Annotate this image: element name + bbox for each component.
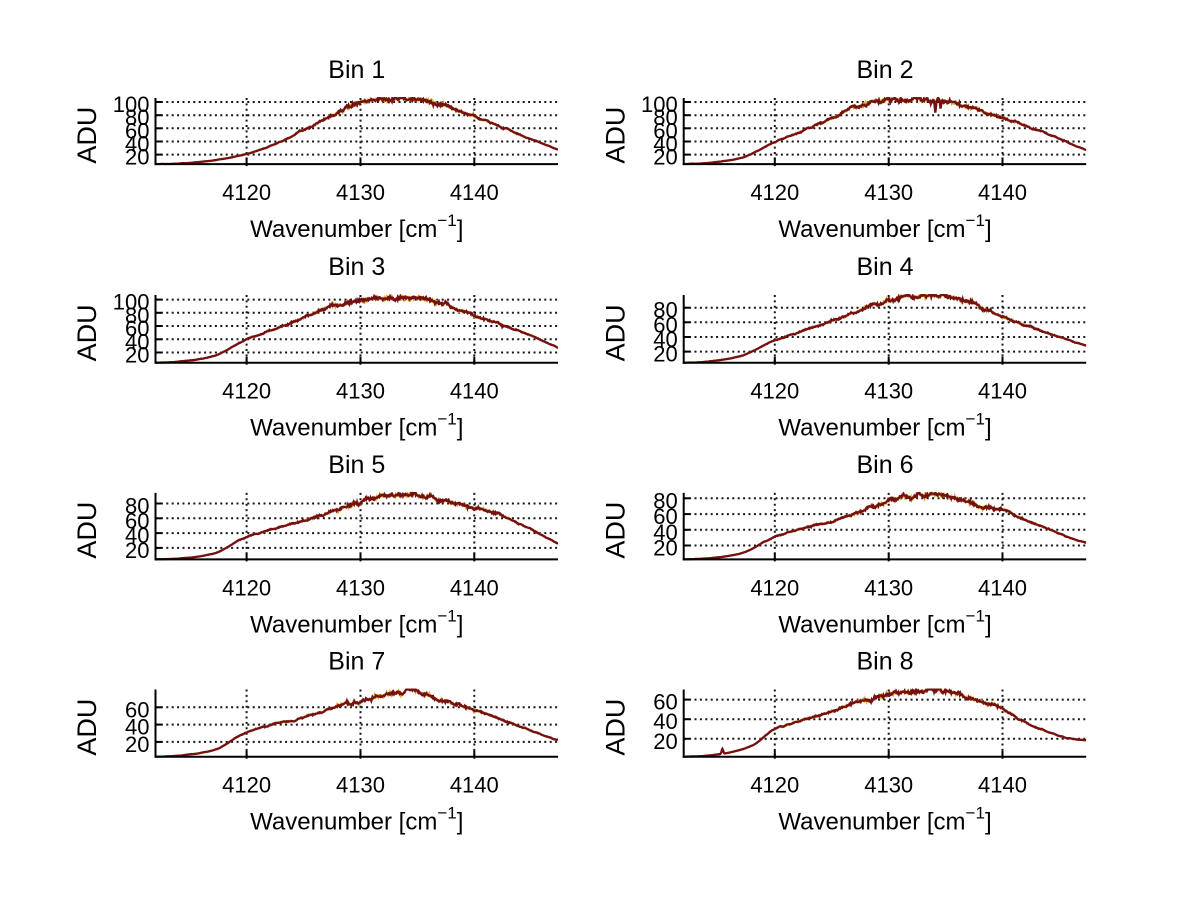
- svg-text:Wavenumber [cm−1]: Wavenumber [cm−1]: [778, 804, 991, 836]
- svg-text:ADU: ADU: [600, 304, 630, 361]
- svg-text:ADU: ADU: [72, 107, 102, 164]
- svg-text:20: 20: [125, 145, 149, 170]
- svg-text:Wavenumber [cm−1]: Wavenumber [cm−1]: [250, 410, 463, 442]
- svg-text:20: 20: [125, 732, 149, 757]
- svg-text:60: 60: [653, 118, 677, 143]
- svg-text:4130: 4130: [864, 575, 913, 600]
- svg-text:40: 40: [653, 132, 677, 157]
- svg-text:60: 60: [125, 316, 149, 341]
- svg-text:4130: 4130: [864, 180, 913, 205]
- svg-text:20: 20: [653, 536, 677, 561]
- svg-text:4140: 4140: [450, 379, 499, 404]
- svg-text:80: 80: [125, 105, 149, 130]
- svg-text:4140: 4140: [978, 773, 1027, 798]
- svg-text:80: 80: [125, 494, 149, 519]
- svg-text:4140: 4140: [978, 180, 1027, 205]
- svg-text:4120: 4120: [222, 180, 271, 205]
- svg-text:4130: 4130: [336, 773, 385, 798]
- svg-text:4140: 4140: [978, 575, 1027, 600]
- svg-text:20: 20: [653, 729, 677, 754]
- svg-text:20: 20: [653, 342, 677, 367]
- svg-text:ADU: ADU: [600, 107, 630, 164]
- svg-text:ADU: ADU: [600, 502, 630, 559]
- svg-text:60: 60: [653, 504, 677, 529]
- svg-text:40: 40: [125, 523, 149, 548]
- svg-text:100: 100: [113, 290, 150, 315]
- svg-text:4130: 4130: [336, 575, 385, 600]
- svg-text:20: 20: [653, 145, 677, 170]
- svg-text:60: 60: [653, 312, 677, 337]
- svg-text:80: 80: [125, 303, 149, 328]
- svg-text:Wavenumber [cm−1]: Wavenumber [cm−1]: [250, 606, 463, 638]
- svg-text:4120: 4120: [750, 575, 799, 600]
- svg-text:4120: 4120: [750, 180, 799, 205]
- svg-text:Wavenumber [cm−1]: Wavenumber [cm−1]: [778, 606, 991, 638]
- svg-text:ADU: ADU: [600, 699, 630, 756]
- svg-text:ADU: ADU: [72, 304, 102, 361]
- svg-text:80: 80: [653, 488, 677, 513]
- svg-text:60: 60: [125, 508, 149, 533]
- svg-text:Wavenumber [cm−1]: Wavenumber [cm−1]: [778, 211, 991, 243]
- svg-text:60: 60: [653, 690, 677, 715]
- svg-text:40: 40: [653, 709, 677, 734]
- svg-text:100: 100: [641, 92, 678, 117]
- svg-text:20: 20: [125, 538, 149, 563]
- svg-text:4130: 4130: [864, 773, 913, 798]
- svg-text:Bin 4: Bin 4: [857, 253, 914, 281]
- svg-text:80: 80: [653, 298, 677, 323]
- svg-text:40: 40: [125, 715, 149, 740]
- svg-text:Bin 3: Bin 3: [328, 253, 385, 281]
- svg-text:4140: 4140: [978, 379, 1027, 404]
- svg-text:Wavenumber [cm−1]: Wavenumber [cm−1]: [250, 211, 463, 243]
- svg-text:ADU: ADU: [72, 699, 102, 756]
- svg-text:Bin 6: Bin 6: [857, 451, 914, 479]
- svg-text:4130: 4130: [336, 180, 385, 205]
- svg-text:4140: 4140: [450, 773, 499, 798]
- svg-text:100: 100: [113, 92, 150, 117]
- svg-text:4140: 4140: [450, 180, 499, 205]
- svg-text:40: 40: [125, 132, 149, 157]
- svg-text:4130: 4130: [336, 379, 385, 404]
- svg-text:60: 60: [125, 697, 149, 722]
- svg-text:4120: 4120: [222, 575, 271, 600]
- svg-text:4120: 4120: [222, 379, 271, 404]
- svg-text:4130: 4130: [864, 379, 913, 404]
- svg-text:40: 40: [653, 327, 677, 352]
- svg-text:40: 40: [653, 520, 677, 545]
- svg-text:ADU: ADU: [72, 502, 102, 559]
- svg-text:60: 60: [125, 118, 149, 143]
- svg-text:20: 20: [125, 343, 149, 368]
- svg-text:Bin 5: Bin 5: [328, 451, 385, 479]
- svg-text:Bin 7: Bin 7: [328, 648, 385, 676]
- svg-text:4140: 4140: [450, 575, 499, 600]
- svg-text:40: 40: [125, 329, 149, 354]
- svg-text:Bin 2: Bin 2: [857, 56, 914, 84]
- svg-text:Bin 1: Bin 1: [328, 56, 385, 84]
- svg-text:4120: 4120: [222, 773, 271, 798]
- svg-text:Bin 8: Bin 8: [857, 648, 914, 676]
- svg-text:Wavenumber [cm−1]: Wavenumber [cm−1]: [778, 410, 991, 442]
- svg-text:4120: 4120: [750, 773, 799, 798]
- svg-text:80: 80: [653, 105, 677, 130]
- svg-text:4120: 4120: [750, 379, 799, 404]
- svg-text:Wavenumber [cm−1]: Wavenumber [cm−1]: [250, 804, 463, 836]
